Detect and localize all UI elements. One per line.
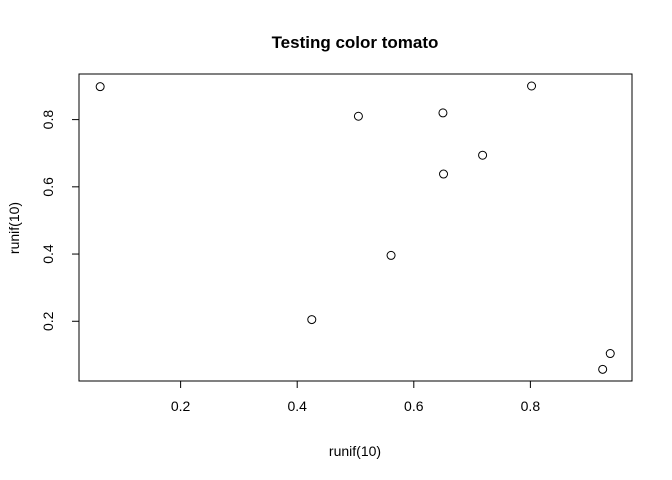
plot-frame (78, 73, 633, 382)
y-tick-label: 0.8 (40, 110, 56, 130)
y-tick-label: 0.6 (40, 177, 56, 197)
x-tick-label: 0.6 (404, 398, 424, 414)
data-point (478, 150, 488, 160)
x-axis: 0.2 0.4 0.6 0.8 (171, 380, 541, 414)
data-point (353, 111, 363, 121)
data-point (438, 108, 448, 118)
data-point (598, 364, 608, 374)
data-point (605, 349, 615, 359)
y-axis-label: runif(10) (6, 202, 22, 254)
data-point (439, 169, 449, 179)
x-axis-label: runif(10) (329, 443, 381, 459)
y-axis: 0.2 0.4 0.6 0.8 (40, 110, 80, 331)
y-tick-label: 0.2 (40, 311, 56, 331)
x-tick-label: 0.8 (521, 398, 541, 414)
y-tick-label: 0.4 (40, 244, 56, 264)
data-point (307, 315, 317, 325)
x-tick-label: 0.4 (287, 398, 307, 414)
data-point (527, 81, 537, 91)
data-points (95, 81, 615, 374)
data-point (386, 250, 396, 260)
chart-title: Testing color tomato (272, 33, 439, 52)
x-tick-label: 0.2 (171, 398, 191, 414)
data-point (95, 82, 105, 92)
